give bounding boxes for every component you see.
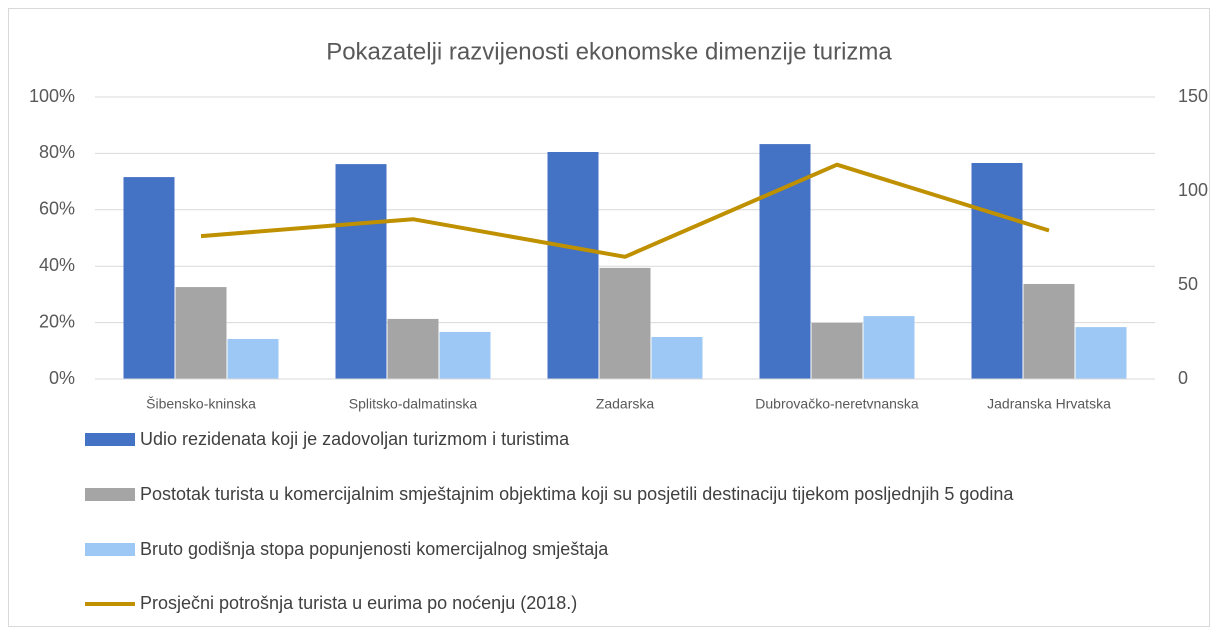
legend-item: Prosječni potrošnja turista u eurima po … (85, 590, 1200, 617)
bar (651, 336, 703, 379)
y-tick-label: 0% (49, 368, 75, 388)
legend-label: Prosječni potrošnja turista u eurima po … (140, 593, 578, 613)
bar (439, 331, 491, 379)
bar (971, 162, 1023, 379)
chart-title: Pokazatelji razvijenosti ekonomske dimen… (326, 38, 892, 65)
y-tick-label: 20% (39, 311, 75, 331)
x-tick-label: Zadarska (596, 396, 655, 412)
line-series (200, 162, 1050, 259)
bar (335, 164, 387, 379)
bar (759, 144, 811, 379)
y-tick-label: 100% (29, 86, 75, 106)
legend-label: Udio rezidenata koji je zadovoljan turiz… (140, 429, 570, 449)
x-tick-label: Jadranska Hrvatska (987, 396, 1111, 412)
y2-tick-label: 100 (1178, 180, 1208, 200)
legend-marker (85, 433, 135, 446)
bar (175, 287, 227, 379)
bar (1075, 327, 1127, 379)
bar (863, 316, 915, 379)
bar (227, 338, 279, 379)
legend-item: Bruto godišnja stopa popunjenosti komerc… (85, 536, 1200, 563)
chart-border (8, 8, 1210, 627)
legend-marker (85, 488, 135, 501)
y-tick-label: 80% (39, 142, 75, 162)
x-tick-label: Šibensko-kninska (146, 396, 256, 412)
bar (387, 318, 439, 379)
bar (811, 322, 863, 379)
y2-tick-label: 150 (1178, 86, 1208, 106)
x-tick-label: Splitsko-dalmatinska (349, 396, 478, 412)
legend-marker (85, 543, 135, 556)
legend-label: Postotak turista u komercijalnim smješta… (140, 484, 1014, 504)
bar (547, 151, 599, 379)
legend-item: Postotak turista u komercijalnim smješta… (85, 481, 1200, 508)
legend-item: Udio rezidenata koji je zadovoljan turiz… (85, 426, 1200, 453)
y-tick-label: 40% (39, 255, 75, 275)
y-tick-label: 60% (39, 199, 75, 219)
bar (123, 177, 175, 379)
legend-marker (85, 602, 135, 606)
x-tick-label: Dubrovačko-neretvnanska (755, 396, 919, 412)
bar (599, 267, 651, 379)
y2-tick-label: 50 (1178, 274, 1198, 294)
bar (1023, 283, 1075, 379)
legend-label: Bruto godišnja stopa popunjenosti komerc… (140, 539, 609, 559)
y2-tick-label: 0 (1178, 368, 1188, 388)
